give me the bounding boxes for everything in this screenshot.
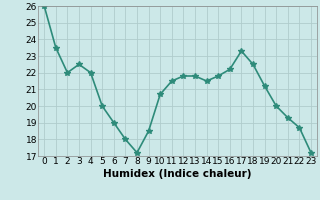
X-axis label: Humidex (Indice chaleur): Humidex (Indice chaleur) xyxy=(103,169,252,179)
